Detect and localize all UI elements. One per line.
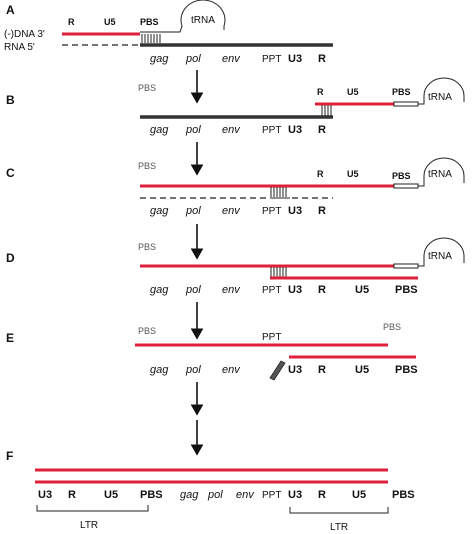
region-label: PBS [392,87,411,97]
base-pairing [270,267,288,277]
panel-f: F U3 R U5 PBS gag pol env PPT U3 R U5 PB… [6,449,415,533]
trna-label: tRNA [428,92,452,103]
region-label: PPT [262,54,281,65]
base-pairing [270,187,288,197]
trna [418,157,465,187]
trna-label: tRNA [428,251,452,262]
panel-label: D [6,251,15,265]
gene-label: pol [185,124,201,136]
gene-label: pol [185,284,201,296]
gene-label: gag [180,489,199,501]
gene-label: env [222,124,241,136]
gene-label: env [222,284,241,296]
trna-label: tRNA [428,169,452,180]
region-label: PPT [262,490,281,501]
ppt-fragment [269,360,286,381]
gene-label: env [222,53,241,65]
region-label: U3 [288,53,302,65]
gene-label: pol [185,53,201,65]
region-label: PBS [140,17,159,27]
ltr-label: LTR [330,522,348,533]
region-label: U3 [288,205,302,217]
panel-b: B PBS R U5 PBS tRNA gag pol env PPT U3 R [6,77,465,176]
region-label: U5 [352,489,366,501]
base-pairing [321,105,333,116]
region-label: R [318,205,326,217]
region-label: U5 [347,87,359,97]
gene-label: env [222,364,241,376]
region-label: R [318,124,326,136]
panel-e: E PBS PPT PBS gag pol env U3 R U5 PBS [6,322,418,456]
ltr-bracket [36,505,149,512]
gene-label: gag [150,53,169,65]
gene-label: pol [185,205,201,217]
trna [418,77,465,105]
region-label: PBS [392,489,415,501]
region-label: U5 [104,489,118,501]
gene-label: env [222,205,241,217]
base-pairing [140,34,162,43]
region-label: U5 [347,169,359,179]
gene-label: gag [150,124,169,136]
strand-label: (-)DNA 3' [4,29,45,40]
gene-label: gag [150,205,169,217]
region-label: PBS [392,171,411,181]
trna-label: tRNA [191,15,215,26]
region-label: R [317,87,324,97]
panel-label: E [6,331,14,345]
strand-label: RNA 5' [4,42,35,53]
trna-primer [393,101,419,107]
region-label: U3 [288,489,302,501]
panel-label: A [6,3,15,17]
region-label: PBS [395,284,418,296]
panel-label: F [6,449,13,463]
region-label: PBS [138,83,156,93]
region-label: PBS [140,489,163,501]
region-label: U5 [104,17,116,27]
gene-label: gag [150,284,169,296]
region-label: U3 [288,284,302,296]
region-label: PBS [138,161,156,171]
panel-a: A (-)DNA 3' RNA 5' R U5 PBS tRNA gag pol… [4,0,333,104]
region-label: PBS [138,242,156,252]
region-label: U5 [355,284,369,296]
trna-primer [393,183,419,189]
region-label: U3 [38,489,52,501]
region-label: R [68,17,75,27]
region-label: PPT [262,332,281,343]
gene-label: env [236,489,255,501]
region-label: R [317,169,324,179]
panel-label: C [6,166,15,180]
trna [418,237,465,267]
gene-label: pol [207,489,223,501]
region-label: PPT [262,206,281,217]
region-label: R [318,284,326,296]
region-label: R [318,53,326,65]
region-label: U5 [355,364,369,376]
trna-primer [393,263,419,269]
region-label: U3 [288,124,302,136]
trna [140,0,226,33]
region-label: PPT [262,125,281,136]
panel-c: C PBS R U5 PBS tRNA gag pol env PPT U3 R [6,157,465,260]
region-label: U3 [288,364,302,376]
region-label: R [318,364,326,376]
region-label: PBS [138,326,156,336]
ltr-bracket [289,507,389,514]
panel-d: D PBS tRNA gag pol env PPT U3 R U5 PBS [6,237,465,340]
region-label: R [318,489,326,501]
region-label: PBS [383,322,401,332]
region-label: R [68,489,76,501]
gene-label: pol [185,364,201,376]
panel-label: B [6,93,15,107]
region-label: PBS [395,364,418,376]
region-label: PPT [262,285,281,296]
ltr-label: LTR [80,520,98,531]
gene-label: gag [150,364,169,376]
